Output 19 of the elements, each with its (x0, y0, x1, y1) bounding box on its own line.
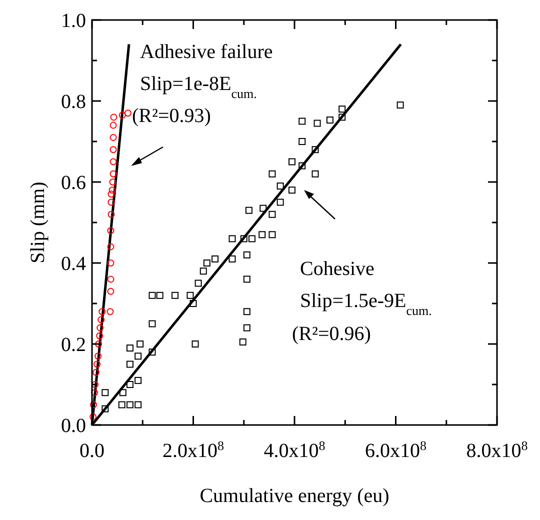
annotation: Adhesive failure (140, 41, 273, 63)
y-axis-title: Slip (mm) (27, 182, 49, 264)
annotation: (R²=0.93) (132, 105, 211, 127)
y-tick-label: 0.8 (61, 91, 86, 113)
x-axis-title: Cumulative energy (eu) (200, 485, 390, 507)
y-tick-label: 0.0 (61, 415, 86, 437)
annotation: (R²=0.96) (292, 323, 371, 345)
y-tick-label: 0.2 (61, 334, 86, 356)
x-tick-label: 2.0x10$^{8}$ (162, 438, 224, 462)
annotation: Slip=1.5e-9E$_{cum.}$ (300, 290, 432, 318)
y-tick-label: 1.0 (61, 10, 86, 32)
y-tick-label: 0.4 (61, 253, 86, 275)
annotation: Slip=1e-8E$_{cum.}$ (140, 73, 257, 100)
x-tick-label: 0.0 (80, 440, 104, 462)
x-tick-label: 8.0x10$^{8}$ (466, 438, 528, 462)
y-tick-label: 0.6 (61, 172, 86, 194)
x-tick-label: 4.0x10$^{8}$ (264, 438, 326, 462)
x-tick-label: 6.0x10$^{8}$ (365, 438, 426, 462)
annotation: Cohesive (300, 258, 375, 280)
